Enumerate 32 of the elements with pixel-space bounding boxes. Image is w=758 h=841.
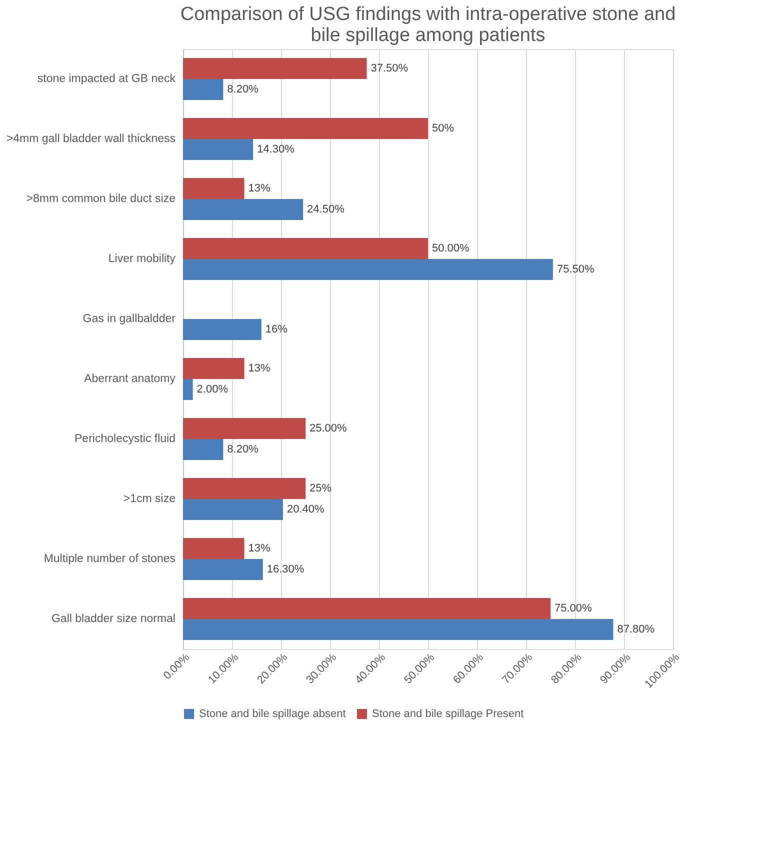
data-label: 25.00% xyxy=(310,422,348,434)
data-label: 50% xyxy=(432,122,454,134)
data-label: 14.30% xyxy=(257,144,295,156)
data-label: 75.50% xyxy=(556,264,594,276)
data-label: 20.40% xyxy=(286,504,324,516)
y-tick-label: stone impacted at GB neck xyxy=(37,73,176,85)
data-label: 13% xyxy=(248,542,270,554)
data-label: 13% xyxy=(248,182,270,194)
y-tick-label: Aberrant anatomy xyxy=(84,373,176,385)
y-tick-label: Gas in gallbaldder xyxy=(82,313,176,325)
legend-label: Stone and bile spillage Present xyxy=(372,708,524,720)
y-tick-label: >4mm gall bladder wall thickness xyxy=(6,133,176,145)
y-tick-label: Liver mobility xyxy=(108,253,176,265)
data-label: 8.20% xyxy=(227,84,259,96)
y-tick-label: Gall bladder size normal xyxy=(51,613,176,625)
data-label: 2.00% xyxy=(196,384,228,396)
y-tick-label: >8mm common bile duct size xyxy=(26,193,176,205)
data-label: 24.50% xyxy=(307,204,345,216)
y-tick-label: Multiple number of stones xyxy=(44,553,176,565)
data-label: 8.20% xyxy=(227,444,259,456)
legend-label: Stone and bile spillage absent xyxy=(199,708,346,720)
data-label: 16% xyxy=(265,324,288,336)
data-label: 87.80% xyxy=(617,624,655,636)
data-label: 75.00% xyxy=(554,602,592,614)
data-label: 25% xyxy=(310,482,332,494)
y-tick-label: >1cm size xyxy=(123,493,176,505)
data-label: 37.50% xyxy=(370,62,408,74)
data-label: 50.00% xyxy=(432,242,470,254)
data-label: 13% xyxy=(248,362,270,374)
y-tick-label: Pericholecystic fluid xyxy=(74,433,176,445)
data-label: 16.30% xyxy=(266,564,304,576)
chart-title: Comparison of USG findings with intra-operative stone and bile spillage among patients xyxy=(180,4,676,46)
